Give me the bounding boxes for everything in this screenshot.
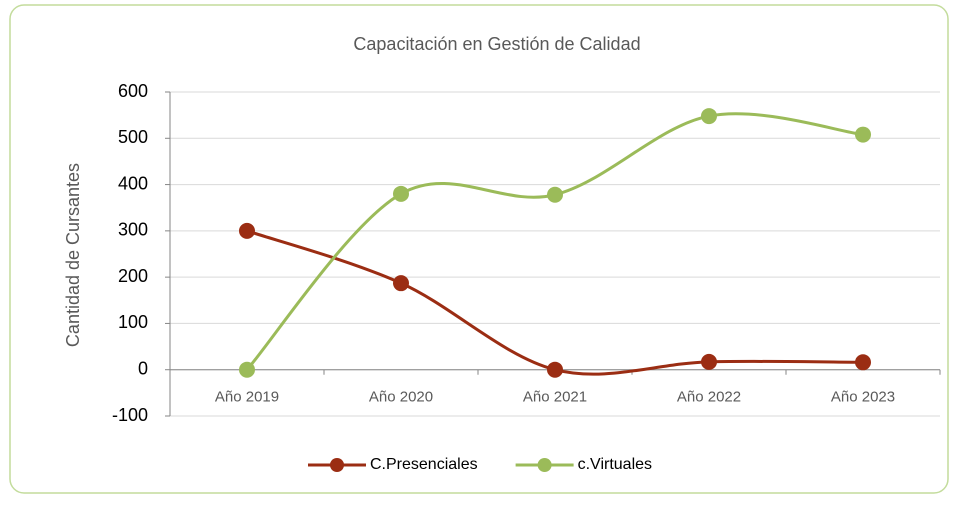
data-point (547, 361, 563, 378)
data-point (701, 353, 717, 370)
data-point (393, 185, 409, 202)
chart-frame (9, 4, 949, 494)
y-tick-label: 0 (138, 358, 148, 378)
x-tick-label: Año 2019 (215, 389, 279, 406)
legend-marker (537, 458, 552, 472)
data-point (393, 275, 409, 292)
y-tick-label: 400 (118, 173, 148, 193)
legend-label: c.Virtuales (578, 456, 652, 473)
data-point (547, 186, 563, 203)
y-tick-label: 100 (118, 312, 148, 332)
y-tick-label: 200 (118, 266, 148, 286)
data-point (239, 222, 255, 239)
data-point (701, 108, 717, 125)
y-tick-label: 500 (118, 127, 148, 147)
y-tick-label: 300 (118, 220, 148, 240)
y-axis-label: Cantidad de Cursantes (63, 163, 83, 347)
y-tick-label: 600 (118, 81, 148, 101)
data-point (239, 361, 255, 378)
chart-title: Capacitación en Gestión de Calidad (353, 34, 640, 54)
x-tick-label: Año 2023 (831, 389, 895, 406)
legend-label: C.Presenciales (370, 456, 478, 473)
x-tick-label: Año 2020 (369, 389, 433, 406)
legend-marker (330, 458, 344, 472)
data-point (855, 126, 871, 143)
x-tick-label: Año 2021 (523, 389, 587, 406)
x-tick-label: Año 2022 (677, 389, 741, 406)
y-tick-label: -100 (112, 405, 148, 425)
data-point (855, 354, 871, 371)
